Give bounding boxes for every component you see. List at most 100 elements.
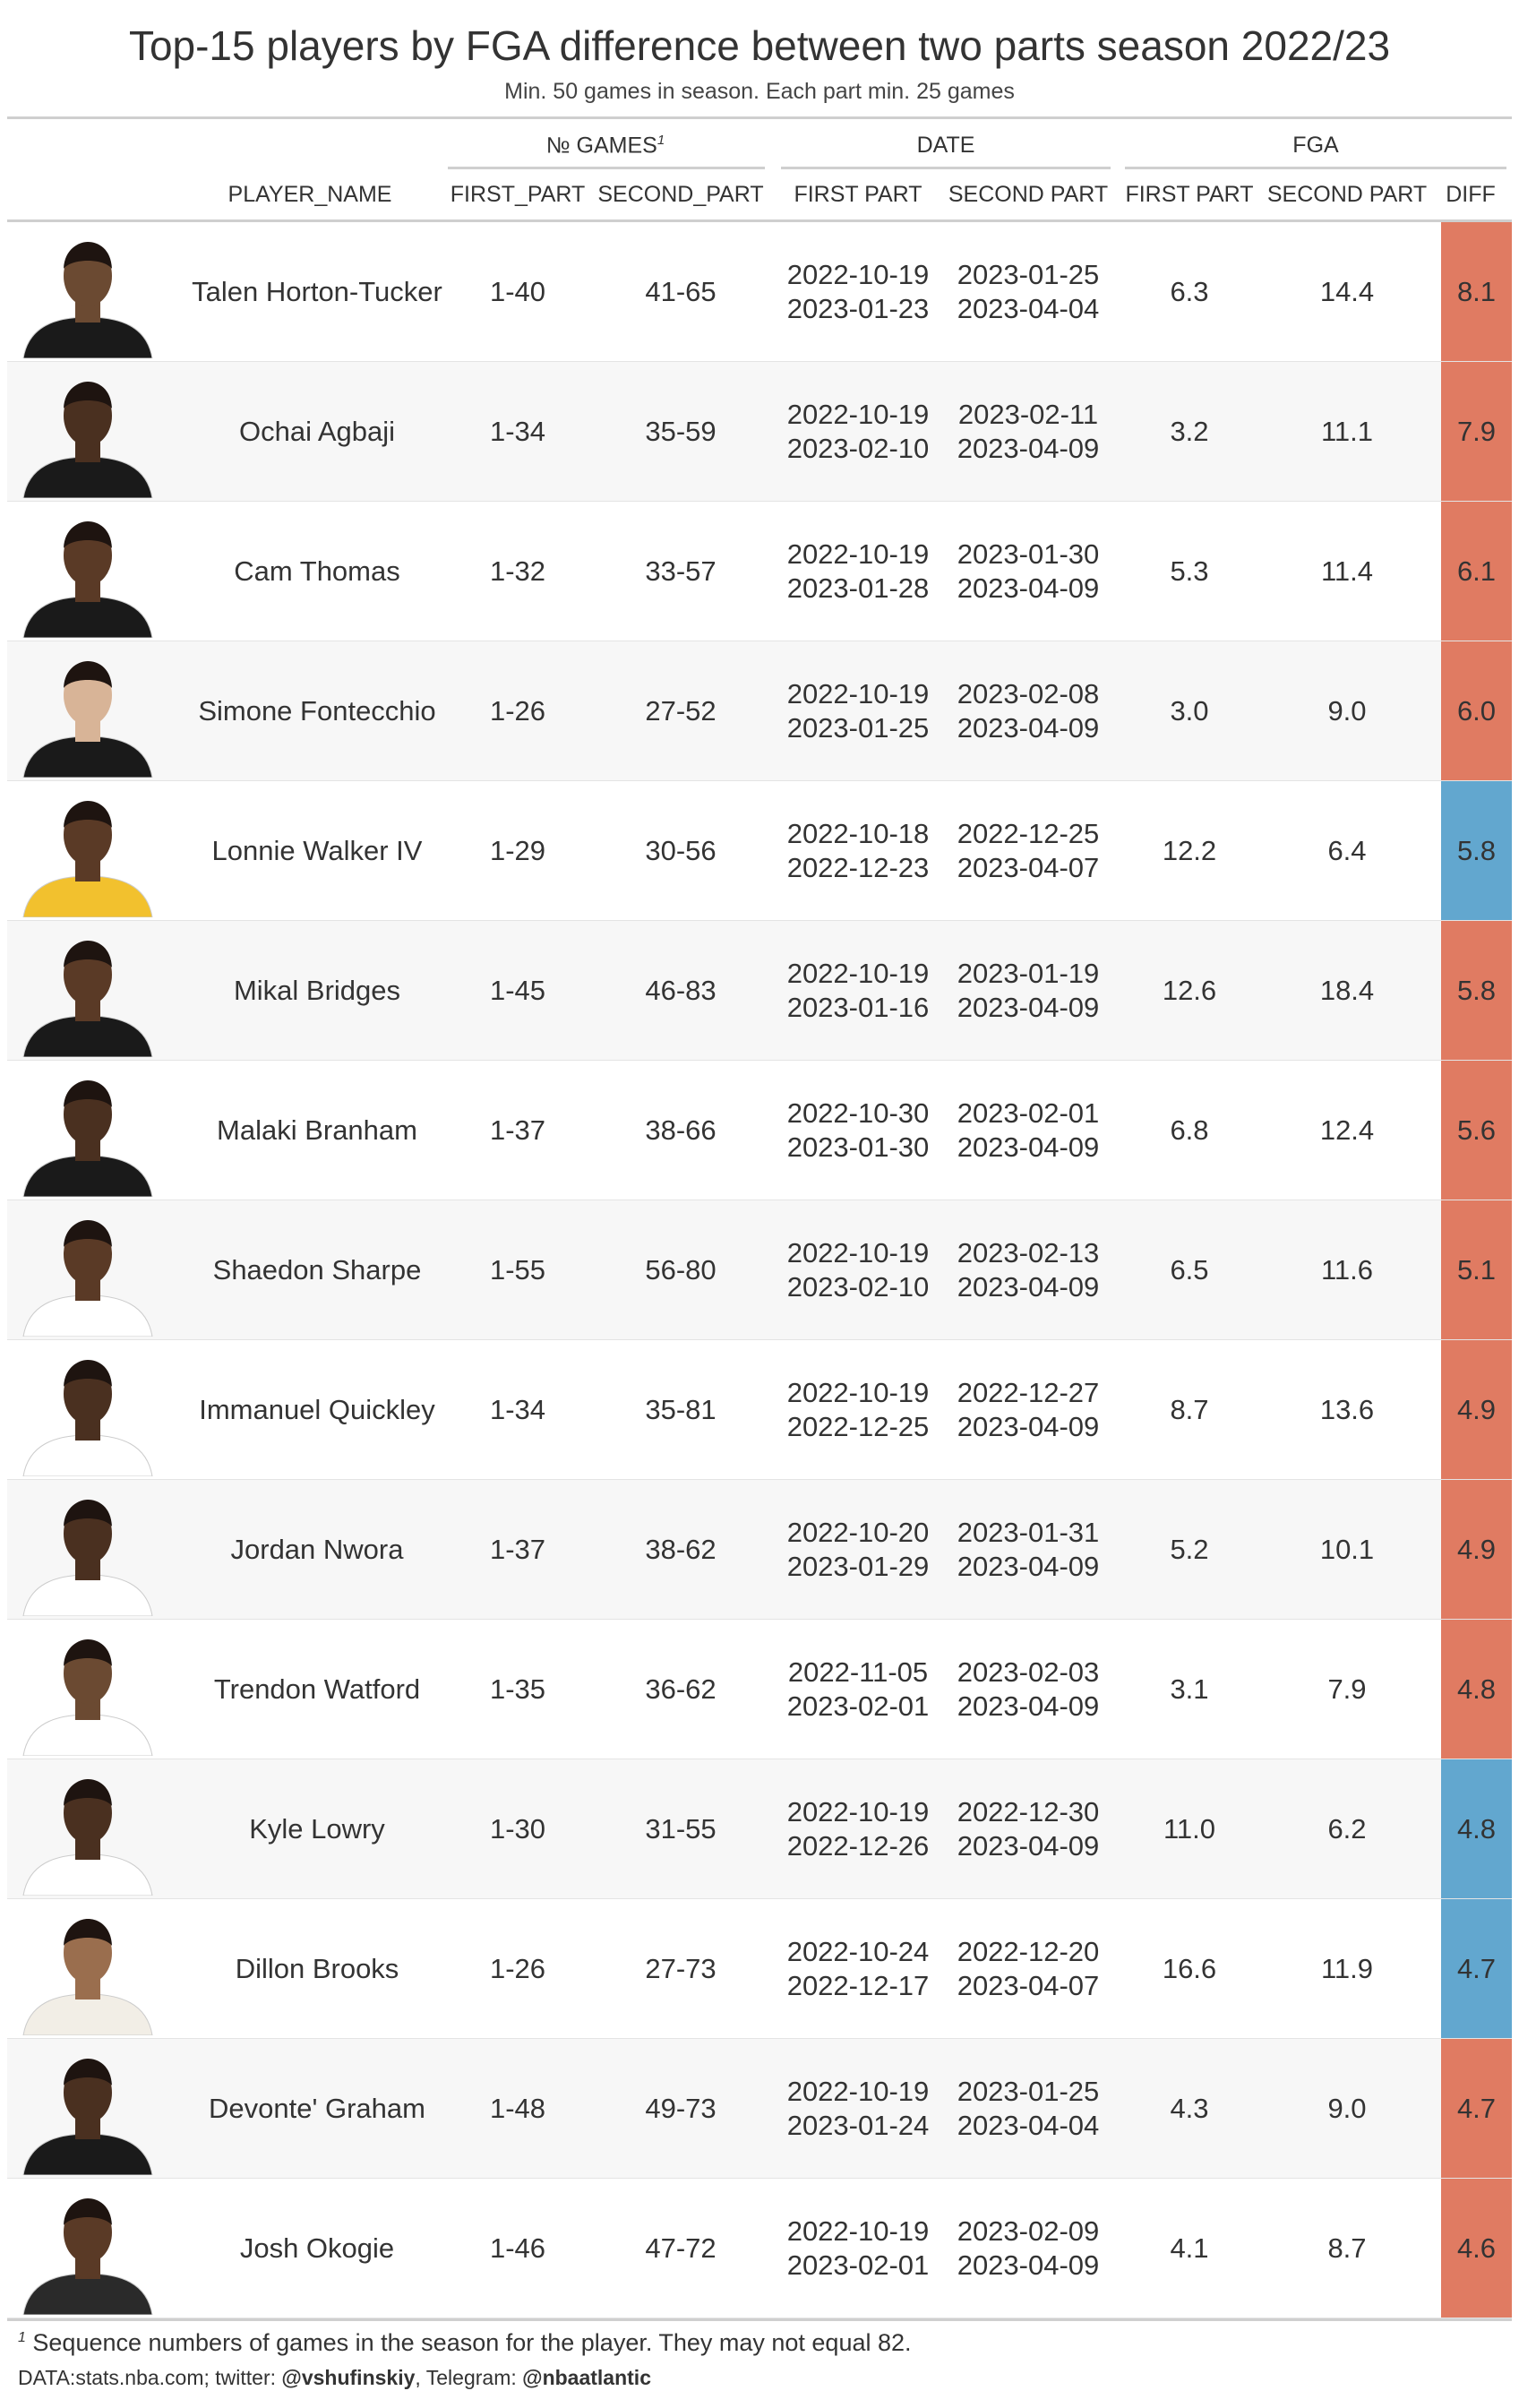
hair-shape	[64, 1500, 112, 1526]
date-second-range: 2023-01-30 2023-04-09	[942, 502, 1114, 641]
date-second-start: 2023-02-13	[957, 1237, 1100, 1268]
date-first-end: 2023-02-10	[786, 433, 930, 464]
fga-first: 6.5	[1170, 1254, 1209, 1286]
row-divider	[7, 1898, 1512, 1899]
date-second-start: 2023-01-25	[957, 259, 1100, 290]
bottom-rule	[7, 2318, 1512, 2321]
row-divider	[7, 1060, 1512, 1061]
fga-second: 10.1	[1319, 1534, 1375, 1565]
date-first-range: 2022-10-18 2022-12-23	[777, 781, 939, 921]
date-second-end: 2023-04-09	[957, 1690, 1100, 1722]
credits-data: DATA:stats.nba.com; twitter:	[18, 2366, 282, 2389]
hair-shape	[64, 2059, 112, 2086]
date-first-start: 2022-10-19	[786, 958, 930, 989]
date-second-start: 2022-12-27	[957, 1377, 1100, 1408]
games-first: 1-37	[489, 1534, 546, 1565]
col-header-date-second: SECOND PART	[948, 182, 1109, 207]
header-rule	[7, 219, 1512, 222]
date-first-range: 2022-10-19 2023-01-25	[777, 641, 939, 781]
games-first: 1-30	[489, 1813, 546, 1845]
hair-shape	[64, 1779, 112, 1806]
games-first: 1-40	[489, 276, 546, 307]
player-headshot	[22, 801, 153, 917]
player-headshot	[22, 521, 153, 638]
hair-shape	[64, 1080, 112, 1107]
date-second-range: 2023-01-31 2023-04-09	[942, 1480, 1114, 1620]
hair-shape	[64, 1639, 112, 1666]
date-first-start: 2022-10-19	[786, 538, 930, 570]
jersey-shape	[22, 2133, 153, 2175]
row-divider	[7, 501, 1512, 502]
date-first-end: 2023-01-24	[786, 2110, 930, 2141]
date-second-start: 2023-01-31	[957, 1517, 1100, 1548]
date-second-range: 2022-12-27 2023-04-09	[942, 1340, 1114, 1480]
diff-value: 4.9	[1441, 1480, 1512, 1620]
player-name: Josh Okogie	[239, 2232, 395, 2264]
col-header-diff: DIFF	[1446, 182, 1496, 207]
footnote: 1 Sequence numbers of games in the seaso…	[18, 2329, 912, 2357]
date-second-end: 2023-04-09	[957, 1830, 1100, 1862]
date-first-end: 2023-01-28	[786, 572, 930, 604]
date-first-start: 2022-10-30	[786, 1097, 930, 1129]
games-second: 38-62	[645, 1534, 717, 1565]
player-name: Dillon Brooks	[235, 1953, 399, 1984]
table-row: Ochai Agbaji 1-34 35-59 3.2 11.1 2022-10-19 20…	[7, 362, 1512, 502]
table-row: Mikal Bridges 1-45 46-83 12.6 18.4 2022-10-19…	[7, 921, 1512, 1061]
fga-first: 4.3	[1170, 2093, 1209, 2124]
fga-second: 12.4	[1319, 1114, 1375, 1146]
player-headshot	[22, 661, 153, 778]
diff-value: 4.6	[1441, 2179, 1512, 2318]
date-second-end: 2023-04-09	[957, 1131, 1100, 1163]
date-first-range: 2022-10-19 2022-12-25	[777, 1340, 939, 1480]
fga-first: 4.1	[1170, 2232, 1209, 2264]
group-rule-date	[781, 167, 1111, 169]
date-first-start: 2022-10-20	[786, 1517, 930, 1548]
games-first: 1-35	[489, 1673, 546, 1705]
table-row: Shaedon Sharpe 1-55 56-80 6.5 11.6 2022-10-19…	[7, 1200, 1512, 1340]
games-second: 27-73	[645, 1953, 717, 1984]
player-headshot	[22, 2059, 153, 2175]
top-rule	[7, 116, 1512, 119]
date-second-end: 2023-04-09	[957, 572, 1100, 604]
date-first-start: 2022-10-19	[786, 1237, 930, 1268]
player-headshot	[22, 1779, 153, 1896]
player-headshot	[22, 2198, 153, 2315]
fga-second: 6.4	[1327, 835, 1367, 866]
date-first-range: 2022-10-19 2023-02-10	[777, 1200, 939, 1340]
date-second-range: 2023-02-13 2023-04-09	[942, 1200, 1114, 1340]
row-divider	[7, 1339, 1512, 1340]
date-second-end: 2023-04-09	[957, 712, 1100, 744]
games-second: 36-62	[645, 1673, 717, 1705]
date-first-end: 2023-01-25	[786, 712, 930, 744]
table-row: Devonte' Graham 1-48 49-73 4.3 9.0 2022-10-19…	[7, 2039, 1512, 2179]
diff-value: 5.6	[1441, 1061, 1512, 1200]
date-second-start: 2023-02-08	[957, 678, 1100, 710]
fga-second: 18.4	[1319, 975, 1375, 1006]
games-first: 1-34	[489, 1394, 546, 1425]
jersey-shape	[22, 1434, 153, 1476]
date-first-end: 2022-12-17	[786, 1970, 930, 2001]
table-row: Josh Okogie 1-46 47-72 4.1 8.7 2022-10-19 2023…	[7, 2179, 1512, 2318]
player-headshot	[22, 1919, 153, 2035]
games-first: 1-29	[489, 835, 546, 866]
row-divider	[7, 1619, 1512, 1620]
games-first: 1-48	[489, 2093, 546, 2124]
fga-second: 11.6	[1320, 1254, 1374, 1286]
player-name: Lonnie Walker IV	[211, 835, 423, 866]
date-first-start: 2022-10-19	[786, 678, 930, 710]
date-second-start: 2023-01-30	[957, 538, 1100, 570]
row-divider	[7, 1479, 1512, 1480]
hair-shape	[64, 1360, 112, 1387]
diff-value: 5.8	[1441, 921, 1512, 1061]
games-first: 1-37	[489, 1114, 546, 1146]
jersey-shape	[22, 316, 153, 358]
date-second-range: 2023-01-25 2023-04-04	[942, 222, 1114, 362]
player-name: Cam Thomas	[234, 555, 400, 587]
jersey-shape	[22, 456, 153, 498]
credits-twitter: @vshufinskiy	[281, 2366, 416, 2389]
date-second-end: 2023-04-09	[957, 1271, 1100, 1303]
date-second-end: 2023-04-07	[957, 1970, 1100, 2001]
table-row: Immanuel Quickley 1-34 35-81 8.7 13.6 2022-10…	[7, 1340, 1512, 1480]
games-second: 49-73	[645, 2093, 717, 2124]
games-first: 1-34	[489, 416, 546, 447]
